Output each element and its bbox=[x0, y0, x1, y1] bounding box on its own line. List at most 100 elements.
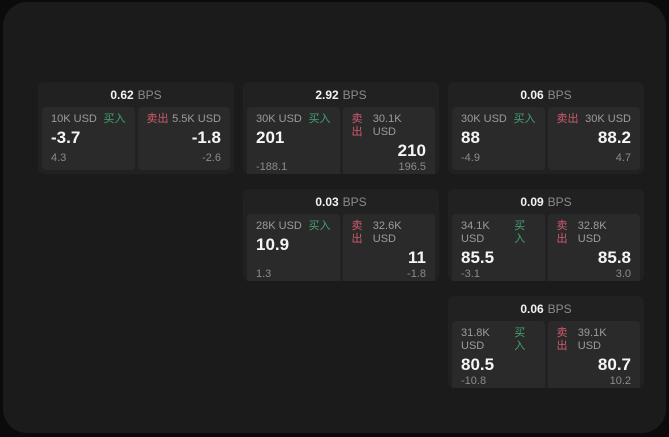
sell-panel[interactable]: 卖出 5.5K USD -1.8 -2.6 bbox=[137, 107, 230, 170]
app-panel: 0.62 BPS 10K USD 买入 -3.7 4.3 卖出 5.5K USD bbox=[3, 2, 666, 433]
sell-amount: 30K USD bbox=[585, 113, 631, 125]
buy-change: 1.3 bbox=[256, 268, 272, 280]
bps-value: 0.06 bbox=[520, 301, 544, 316]
sell-amount: 39.1K USD bbox=[577, 327, 607, 352]
bps-header: 0.06 BPS bbox=[448, 296, 644, 321]
buy-amount: 30K USD bbox=[256, 113, 302, 125]
buy-panel[interactable]: 30K USD 买入 88 -4.9 bbox=[452, 107, 545, 170]
sell-side-label: 卖出 bbox=[146, 113, 169, 125]
sell-price: 11 bbox=[408, 248, 426, 267]
quote-card: 2.92 BPS 30K USD 买入 201 -188.1 卖出 30.1K … bbox=[243, 82, 439, 174]
buy-panel[interactable]: 28K USD 买入 10.9 1.3 bbox=[247, 214, 340, 281]
sell-side-label: 卖出 bbox=[351, 113, 363, 138]
buy-amount: 31.8K USD bbox=[461, 327, 490, 352]
buy-amount: 10K USD bbox=[51, 113, 97, 125]
buy-panel[interactable]: 34.1K USD 买入 85.5 -3.1 bbox=[452, 214, 545, 281]
buy-panel-top: 30K USD 买入 bbox=[256, 113, 331, 126]
sell-change: -2.6 bbox=[202, 152, 221, 164]
buy-side-label: 买入 bbox=[308, 220, 331, 232]
quote-cards-grid: 0.62 BPS 10K USD 买入 -3.7 4.3 卖出 5.5K USD bbox=[38, 82, 644, 388]
buy-side-label: 买入 bbox=[308, 113, 331, 125]
sell-panel-top: 卖出 39.1K USD bbox=[557, 327, 632, 353]
sell-panel[interactable]: 卖出 30.1K USD 210 196.5 bbox=[342, 107, 435, 174]
buy-panel-top: 28K USD 买入 bbox=[256, 220, 331, 233]
bps-unit-label: BPS bbox=[342, 87, 367, 102]
quote-card-body: 30K USD 买入 88 -4.9 卖出 30K USD 88.2 4.7 bbox=[448, 107, 644, 174]
buy-panel-top: 34.1K USD 买入 bbox=[461, 220, 536, 246]
sell-panel[interactable]: 卖出 32.6K USD 11 -1.8 bbox=[342, 214, 435, 281]
buy-price: 80.5 bbox=[461, 355, 495, 374]
sell-panel-top: 卖出 32.8K USD bbox=[557, 220, 632, 246]
quote-card-body: 28K USD 买入 10.9 1.3 卖出 32.6K USD 11 -1.8 bbox=[243, 214, 439, 281]
bps-header: 0.06 BPS bbox=[448, 82, 644, 107]
buy-panel[interactable]: 10K USD 买入 -3.7 4.3 bbox=[42, 107, 135, 170]
buy-panel[interactable]: 30K USD 买入 201 -188.1 bbox=[247, 107, 340, 174]
sell-side-label: 卖出 bbox=[556, 327, 568, 352]
bps-header: 0.09 BPS bbox=[448, 189, 644, 214]
sell-change: 4.7 bbox=[615, 152, 631, 164]
sell-side-label: 卖出 bbox=[556, 113, 579, 125]
sell-panel[interactable]: 卖出 39.1K USD 80.7 10.2 bbox=[547, 321, 640, 388]
quote-card: 0.06 BPS 30K USD 买入 88 -4.9 卖出 30K USD bbox=[448, 82, 644, 174]
sell-change: 3.0 bbox=[615, 268, 631, 280]
sell-amount: 32.8K USD bbox=[577, 220, 607, 245]
bps-unit-label: BPS bbox=[137, 87, 162, 102]
sell-side-label: 卖出 bbox=[556, 220, 568, 245]
bps-unit-label: BPS bbox=[342, 194, 367, 209]
sell-change: 10.2 bbox=[609, 375, 631, 387]
sell-panel-top: 卖出 30K USD bbox=[557, 113, 632, 126]
bps-value: 2.92 bbox=[315, 87, 339, 102]
quote-card: 0.09 BPS 34.1K USD 买入 85.5 -3.1 卖出 32.8K… bbox=[448, 189, 644, 281]
buy-side-label: 买入 bbox=[103, 113, 126, 125]
bps-header: 0.62 BPS bbox=[38, 82, 234, 107]
quote-card-body: 10K USD 买入 -3.7 4.3 卖出 5.5K USD -1.8 -2.… bbox=[38, 107, 234, 174]
sell-price: 85.8 bbox=[597, 248, 631, 267]
sell-price: 88.2 bbox=[597, 128, 631, 147]
buy-side-label: 买入 bbox=[514, 327, 526, 352]
buy-panel-top: 31.8K USD 买入 bbox=[461, 327, 536, 353]
sell-panel-top: 卖出 32.6K USD bbox=[352, 220, 427, 246]
buy-panel[interactable]: 31.8K USD 买入 80.5 -10.8 bbox=[452, 321, 545, 388]
sell-price: 80.7 bbox=[597, 355, 631, 374]
quote-card-body: 31.8K USD 买入 80.5 -10.8 卖出 39.1K USD 80.… bbox=[448, 321, 644, 388]
quote-card-body: 30K USD 买入 201 -188.1 卖出 30.1K USD 210 1… bbox=[243, 107, 439, 174]
sell-amount: 5.5K USD bbox=[172, 113, 221, 125]
quote-card-body: 34.1K USD 买入 85.5 -3.1 卖出 32.8K USD 85.8… bbox=[448, 214, 644, 281]
bps-value: 0.06 bbox=[520, 87, 544, 102]
quote-card: 0.62 BPS 10K USD 买入 -3.7 4.3 卖出 5.5K USD bbox=[38, 82, 234, 174]
quote-card: 0.06 BPS 31.8K USD 买入 80.5 -10.8 卖出 39.1… bbox=[448, 296, 644, 388]
buy-price: 10.9 bbox=[256, 235, 290, 254]
buy-change: -3.1 bbox=[461, 268, 480, 280]
quote-card: 0.03 BPS 28K USD 买入 10.9 1.3 卖出 32.6K US… bbox=[243, 189, 439, 281]
buy-change: 4.3 bbox=[51, 152, 67, 164]
sell-panel-top: 卖出 30.1K USD bbox=[352, 113, 427, 139]
bps-unit-label: BPS bbox=[547, 87, 572, 102]
buy-panel-top: 10K USD 买入 bbox=[51, 113, 126, 126]
sell-panel[interactable]: 卖出 30K USD 88.2 4.7 bbox=[547, 107, 640, 170]
buy-price: 85.5 bbox=[461, 248, 495, 267]
buy-amount: 30K USD bbox=[461, 113, 507, 125]
bps-value: 0.62 bbox=[110, 87, 134, 102]
bps-unit-label: BPS bbox=[547, 301, 572, 316]
sell-change: -1.8 bbox=[407, 268, 426, 280]
buy-change: -4.9 bbox=[461, 152, 480, 164]
bps-unit-label: BPS bbox=[547, 194, 572, 209]
buy-change: -10.8 bbox=[461, 375, 487, 387]
buy-amount: 34.1K USD bbox=[461, 220, 490, 245]
buy-side-label: 买入 bbox=[514, 220, 526, 245]
sell-price: -1.8 bbox=[191, 128, 221, 147]
buy-panel-top: 30K USD 买入 bbox=[461, 113, 536, 126]
sell-change: 196.5 bbox=[398, 161, 426, 173]
bps-value: 0.09 bbox=[520, 194, 544, 209]
buy-side-label: 买入 bbox=[513, 113, 536, 125]
sell-price: 210 bbox=[397, 141, 426, 160]
buy-price: -3.7 bbox=[51, 128, 81, 147]
sell-panel[interactable]: 卖出 32.8K USD 85.8 3.0 bbox=[547, 214, 640, 281]
buy-price: 201 bbox=[256, 128, 285, 147]
sell-side-label: 卖出 bbox=[351, 220, 363, 245]
buy-price: 88 bbox=[461, 128, 480, 147]
bps-header: 0.03 BPS bbox=[243, 189, 439, 214]
sell-amount: 30.1K USD bbox=[372, 113, 402, 138]
buy-amount: 28K USD bbox=[256, 220, 302, 232]
bps-value: 0.03 bbox=[315, 194, 339, 209]
